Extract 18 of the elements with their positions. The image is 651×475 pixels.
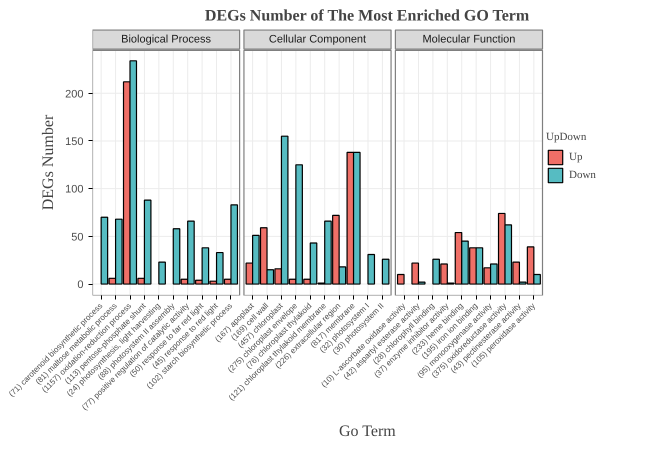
y-tick-label: 0 — [77, 279, 84, 292]
text: DEGs Number of The Most Enriched GO Term — [204, 8, 530, 24]
bar — [396, 274, 405, 285]
bar — [367, 254, 376, 285]
y-tick-label: 200 — [65, 88, 84, 100]
legend-label: Down — [569, 169, 596, 181]
chart-subtitle: Molecular Function — [422, 33, 516, 46]
legend-label: Up — [569, 151, 584, 163]
y-tick-label: 100 — [65, 184, 84, 196]
bar — [382, 258, 390, 285]
legend-title: UpDown — [546, 131, 588, 143]
bar — [158, 262, 166, 285]
y-axis-title: DEGs Number — [40, 114, 58, 210]
y-tick-label: 150 — [65, 136, 84, 148]
y-tick-label: 50 — [71, 231, 84, 244]
chart-subtitle: Biological Process — [121, 33, 212, 46]
x-axis-title: Go Term — [338, 423, 396, 440]
chart-subtitle: Cellular Component — [268, 33, 366, 46]
